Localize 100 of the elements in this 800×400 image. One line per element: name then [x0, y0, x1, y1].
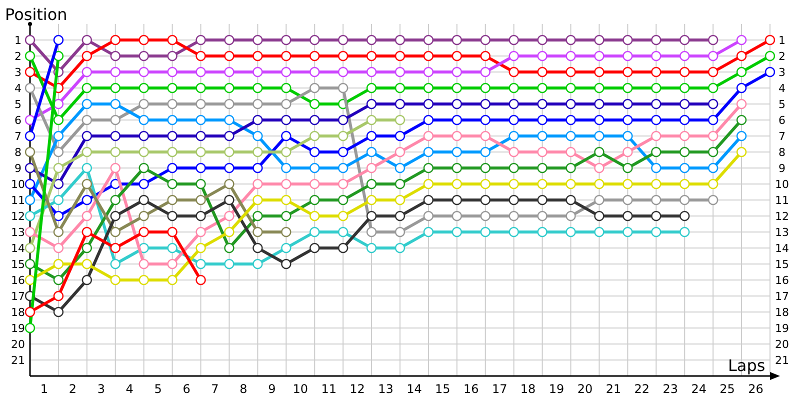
point [110, 98, 121, 110]
point [651, 146, 662, 158]
point [338, 146, 348, 158]
point [252, 146, 263, 158]
point [309, 66, 320, 78]
point [423, 210, 434, 222]
point [651, 114, 662, 126]
point [537, 162, 548, 174]
point [53, 242, 64, 254]
point [537, 194, 548, 206]
x-tick-label: 12 [350, 382, 365, 396]
point [252, 114, 263, 126]
point [708, 114, 718, 126]
point [566, 34, 576, 46]
point [281, 194, 292, 206]
y-tick-label: 8 [14, 146, 22, 159]
point [651, 82, 662, 94]
point [394, 162, 406, 174]
point [167, 66, 178, 78]
point [651, 50, 662, 62]
point [366, 50, 377, 62]
point [622, 162, 633, 174]
point [138, 178, 149, 190]
point [423, 98, 434, 110]
point [110, 210, 121, 222]
point [480, 130, 491, 142]
point [338, 34, 348, 46]
x-tick-label: 10 [292, 382, 308, 396]
point [423, 194, 434, 206]
point [622, 194, 633, 206]
point [651, 66, 662, 78]
point [394, 178, 406, 190]
point [480, 178, 491, 190]
point [252, 50, 263, 62]
point [281, 242, 292, 254]
point [566, 162, 576, 174]
point [394, 66, 406, 78]
point [53, 114, 64, 126]
point [622, 178, 633, 190]
y2-tick-label: 10 [775, 178, 789, 191]
point [366, 210, 377, 222]
point [82, 242, 92, 254]
point [622, 66, 633, 78]
x-tick-label: 15 [435, 382, 450, 396]
y-tick-label: 10 [11, 178, 25, 191]
point [138, 258, 149, 270]
point [138, 274, 149, 286]
point [338, 178, 348, 190]
point [82, 130, 92, 142]
point [679, 162, 690, 174]
point [622, 130, 633, 142]
point [651, 34, 662, 46]
point [53, 130, 64, 142]
point [110, 226, 121, 238]
point [566, 66, 576, 78]
y-tick-label: 20 [11, 338, 25, 351]
point [651, 178, 662, 190]
point [82, 258, 92, 270]
point [281, 98, 292, 110]
y2-tick-label: 8 [778, 146, 786, 159]
point [480, 50, 491, 62]
point [594, 98, 604, 110]
point [508, 82, 519, 94]
point [537, 178, 548, 190]
point [309, 194, 320, 206]
point [708, 82, 718, 94]
point [508, 146, 519, 158]
x-tick-label: 13 [378, 382, 394, 396]
point [24, 34, 36, 46]
x-tick-label: 5 [154, 382, 162, 396]
point [196, 226, 206, 238]
y-tick-label: 12 [11, 210, 25, 223]
x-tick-label: 21 [606, 382, 622, 396]
point [622, 146, 633, 158]
point [566, 194, 576, 206]
point [167, 82, 178, 94]
point [594, 34, 604, 46]
point [309, 210, 320, 222]
point [622, 226, 633, 238]
point [394, 98, 406, 110]
y2-tick-label: 18 [775, 306, 789, 319]
point [53, 162, 64, 174]
point [622, 98, 633, 110]
point [594, 194, 604, 206]
y-tick-label: 9 [14, 162, 22, 175]
point [82, 50, 92, 62]
point [167, 162, 178, 174]
x-tick-label: 20 [577, 382, 593, 396]
point [224, 146, 234, 158]
point [366, 66, 377, 78]
y-tick-label: 4 [14, 82, 22, 95]
point [508, 226, 519, 238]
y-axis-title: Position [5, 5, 68, 24]
x-tick-label: 24 [691, 382, 706, 396]
point [281, 258, 292, 270]
point [196, 66, 206, 78]
point [594, 66, 604, 78]
point [394, 226, 406, 238]
point [423, 114, 434, 126]
point [309, 178, 320, 190]
